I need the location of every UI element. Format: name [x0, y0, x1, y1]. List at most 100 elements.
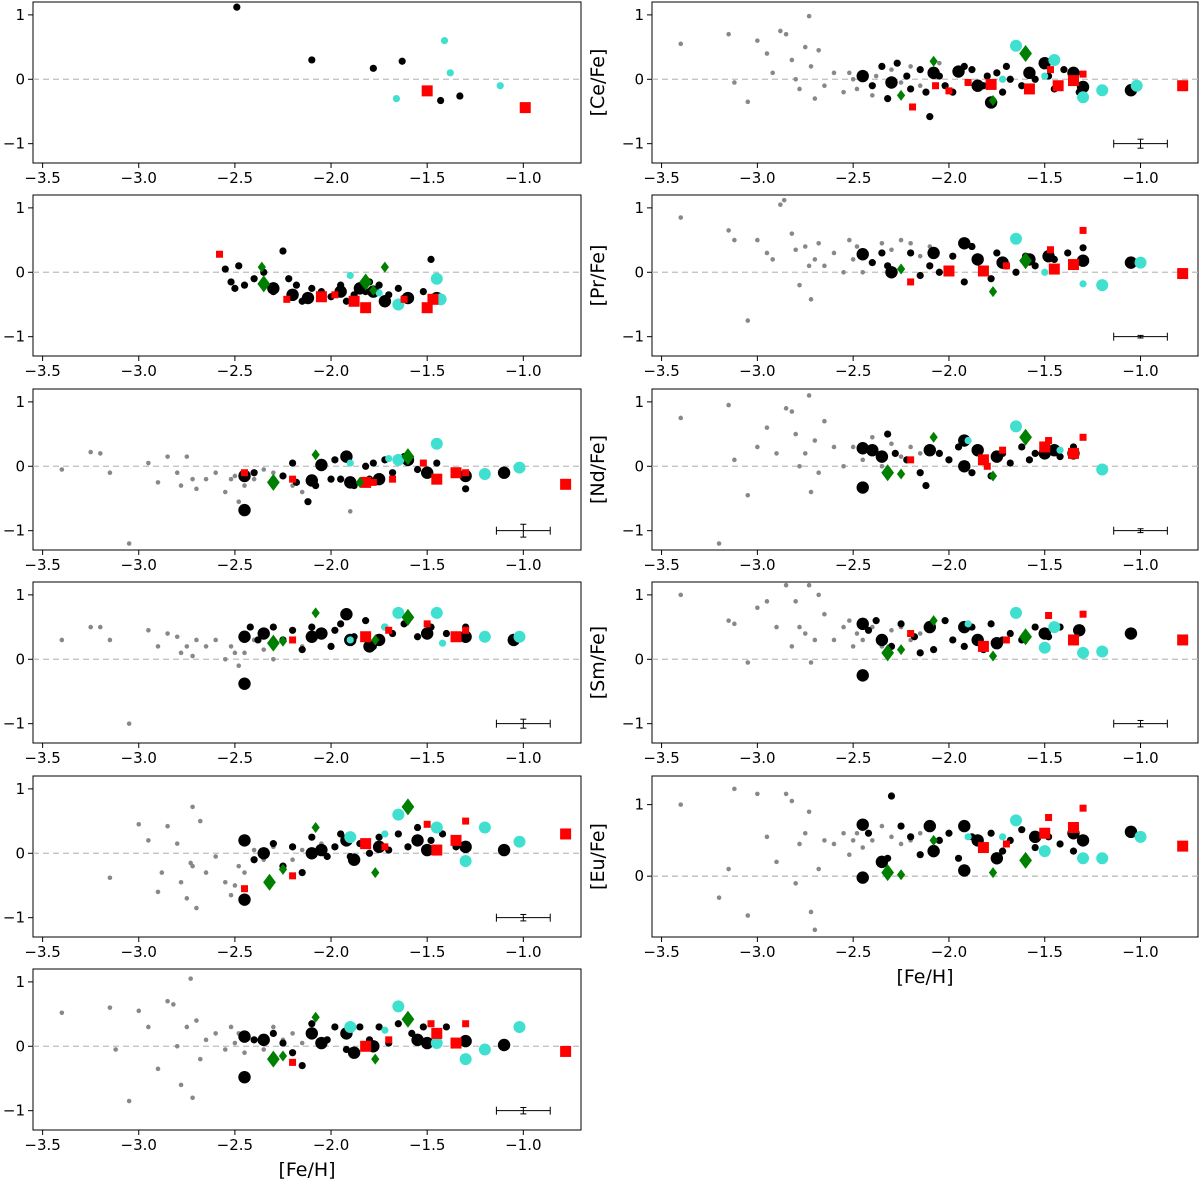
x-tick-label: −1.0 [505, 362, 541, 380]
point-gray_literature [299, 489, 305, 495]
point-gray_literature [197, 1056, 203, 1062]
x-tick-label: −3.5 [643, 749, 679, 767]
point-black_small [960, 278, 968, 286]
point-black_small [949, 252, 957, 260]
point-green_small [896, 644, 906, 656]
point-black_small [993, 69, 1001, 77]
point-gray_literature [831, 637, 837, 643]
point-black_small [394, 284, 402, 292]
point-gray_literature [802, 44, 808, 50]
point-black_large [344, 476, 357, 489]
point-gray_literature [726, 31, 731, 37]
point-green_large [1019, 428, 1032, 446]
y-tick-label: 1 [634, 586, 644, 604]
point-gray_literature [232, 473, 238, 479]
point-gray_literature [764, 425, 770, 430]
point-black_small [1056, 840, 1064, 848]
point-red_large [450, 1037, 462, 1049]
point-black_small [916, 851, 924, 859]
point-gray_literature [165, 454, 170, 459]
point-black_small [1031, 623, 1039, 631]
data-layer [678, 393, 1109, 546]
point-cyan_small [446, 69, 454, 77]
error-bar [495, 718, 551, 729]
point-gray_literature [755, 605, 760, 611]
point-black_large [315, 627, 328, 640]
point-gray_literature [146, 628, 151, 633]
point-red_large [977, 640, 989, 652]
point-green_small [278, 635, 288, 647]
point-black_small [868, 82, 876, 90]
point-black_large [856, 617, 869, 631]
point-cyan_large [1077, 852, 1090, 865]
point-red_small [1046, 66, 1054, 74]
point-red_large [421, 302, 433, 314]
x-tick-label: −3.0 [121, 943, 157, 961]
point-cyan_large [1048, 53, 1061, 66]
panel-prfe: −3.5 −3.0 −2.5 −2.0 −1.5 −1.0 −1 0 1 [Pr/Fe] [587, 194, 1199, 380]
point-green_large [1019, 851, 1032, 869]
point-black_small [945, 456, 953, 464]
point-gray_literature [816, 48, 821, 53]
point-gray_literature [178, 650, 184, 656]
point-gray_literature [228, 476, 234, 482]
point-red_large [360, 631, 372, 643]
point-cyan_large [430, 606, 443, 619]
x-tick-label: −2.0 [931, 749, 967, 767]
point-red_small [423, 820, 431, 828]
point-red_large [1177, 634, 1189, 646]
point-gray_literature [203, 644, 209, 649]
y-tick-label: 1 [15, 973, 25, 991]
point-black_small [993, 249, 1001, 257]
point-cyan_small [998, 75, 1007, 83]
point-black_small [949, 636, 957, 644]
point-cyan_small [438, 639, 447, 647]
point-gray_literature [889, 628, 894, 633]
point-green_large [1019, 252, 1032, 270]
y-tick-label: −1 [622, 328, 644, 346]
point-gray_literature [242, 650, 247, 656]
point-cyan_large [392, 606, 405, 619]
point-gray_literature [860, 637, 866, 643]
point-black_large [497, 466, 511, 479]
point-green_large [266, 473, 280, 491]
point-red_small [1045, 814, 1053, 822]
error-bar [495, 913, 551, 922]
point-green_large [257, 275, 271, 293]
point-gray_literature [97, 451, 103, 456]
x-tick-label: −2.5 [217, 1136, 253, 1154]
point-black_large [856, 818, 869, 831]
point-black_large [927, 844, 940, 858]
point-green_small [257, 261, 266, 273]
data-layer [216, 247, 447, 314]
point-cyan_small [392, 95, 401, 103]
x-tick-label: −1.0 [505, 169, 541, 187]
x-tick-label: −2.0 [931, 169, 967, 187]
point-red_large [977, 454, 989, 466]
point-cyan_large [1010, 606, 1022, 619]
panel-lafe: −3.5−3.0−2.5−2.0−1.5−1.0−101[La/Fe][Fe/H… [3, 968, 582, 1181]
point-red_small [999, 446, 1007, 454]
point-gray_literature [841, 269, 846, 275]
point-gray_literature [59, 637, 65, 643]
point-cyan_large [1096, 463, 1109, 476]
point-black_large [497, 843, 511, 857]
point-gray_literature [854, 244, 860, 249]
x-tick-label: −3.0 [121, 556, 157, 574]
error-bar [1113, 138, 1168, 149]
panel-ndfe: −3.5 −3.0 −2.5 −2.0 −1.5 −1.0 −1 0 1 [Nd/Fe] [587, 388, 1199, 574]
point-gray_literature [236, 863, 242, 869]
point-gray_literature [155, 480, 161, 485]
point-black_small [331, 626, 339, 634]
point-gray_literature [155, 1066, 161, 1072]
x-tick-label: −3.0 [739, 556, 775, 574]
point-black_small [331, 456, 339, 464]
point-black_small [233, 3, 241, 11]
x-tick-label: −3.5 [24, 169, 60, 187]
point-black_small [983, 72, 991, 80]
y-tick-label: −1 [622, 522, 644, 540]
point-red_small [241, 885, 249, 893]
point-gray_literature [126, 1098, 132, 1104]
point-gray_literature [770, 257, 775, 262]
x-tick-label: −3.0 [121, 169, 157, 187]
